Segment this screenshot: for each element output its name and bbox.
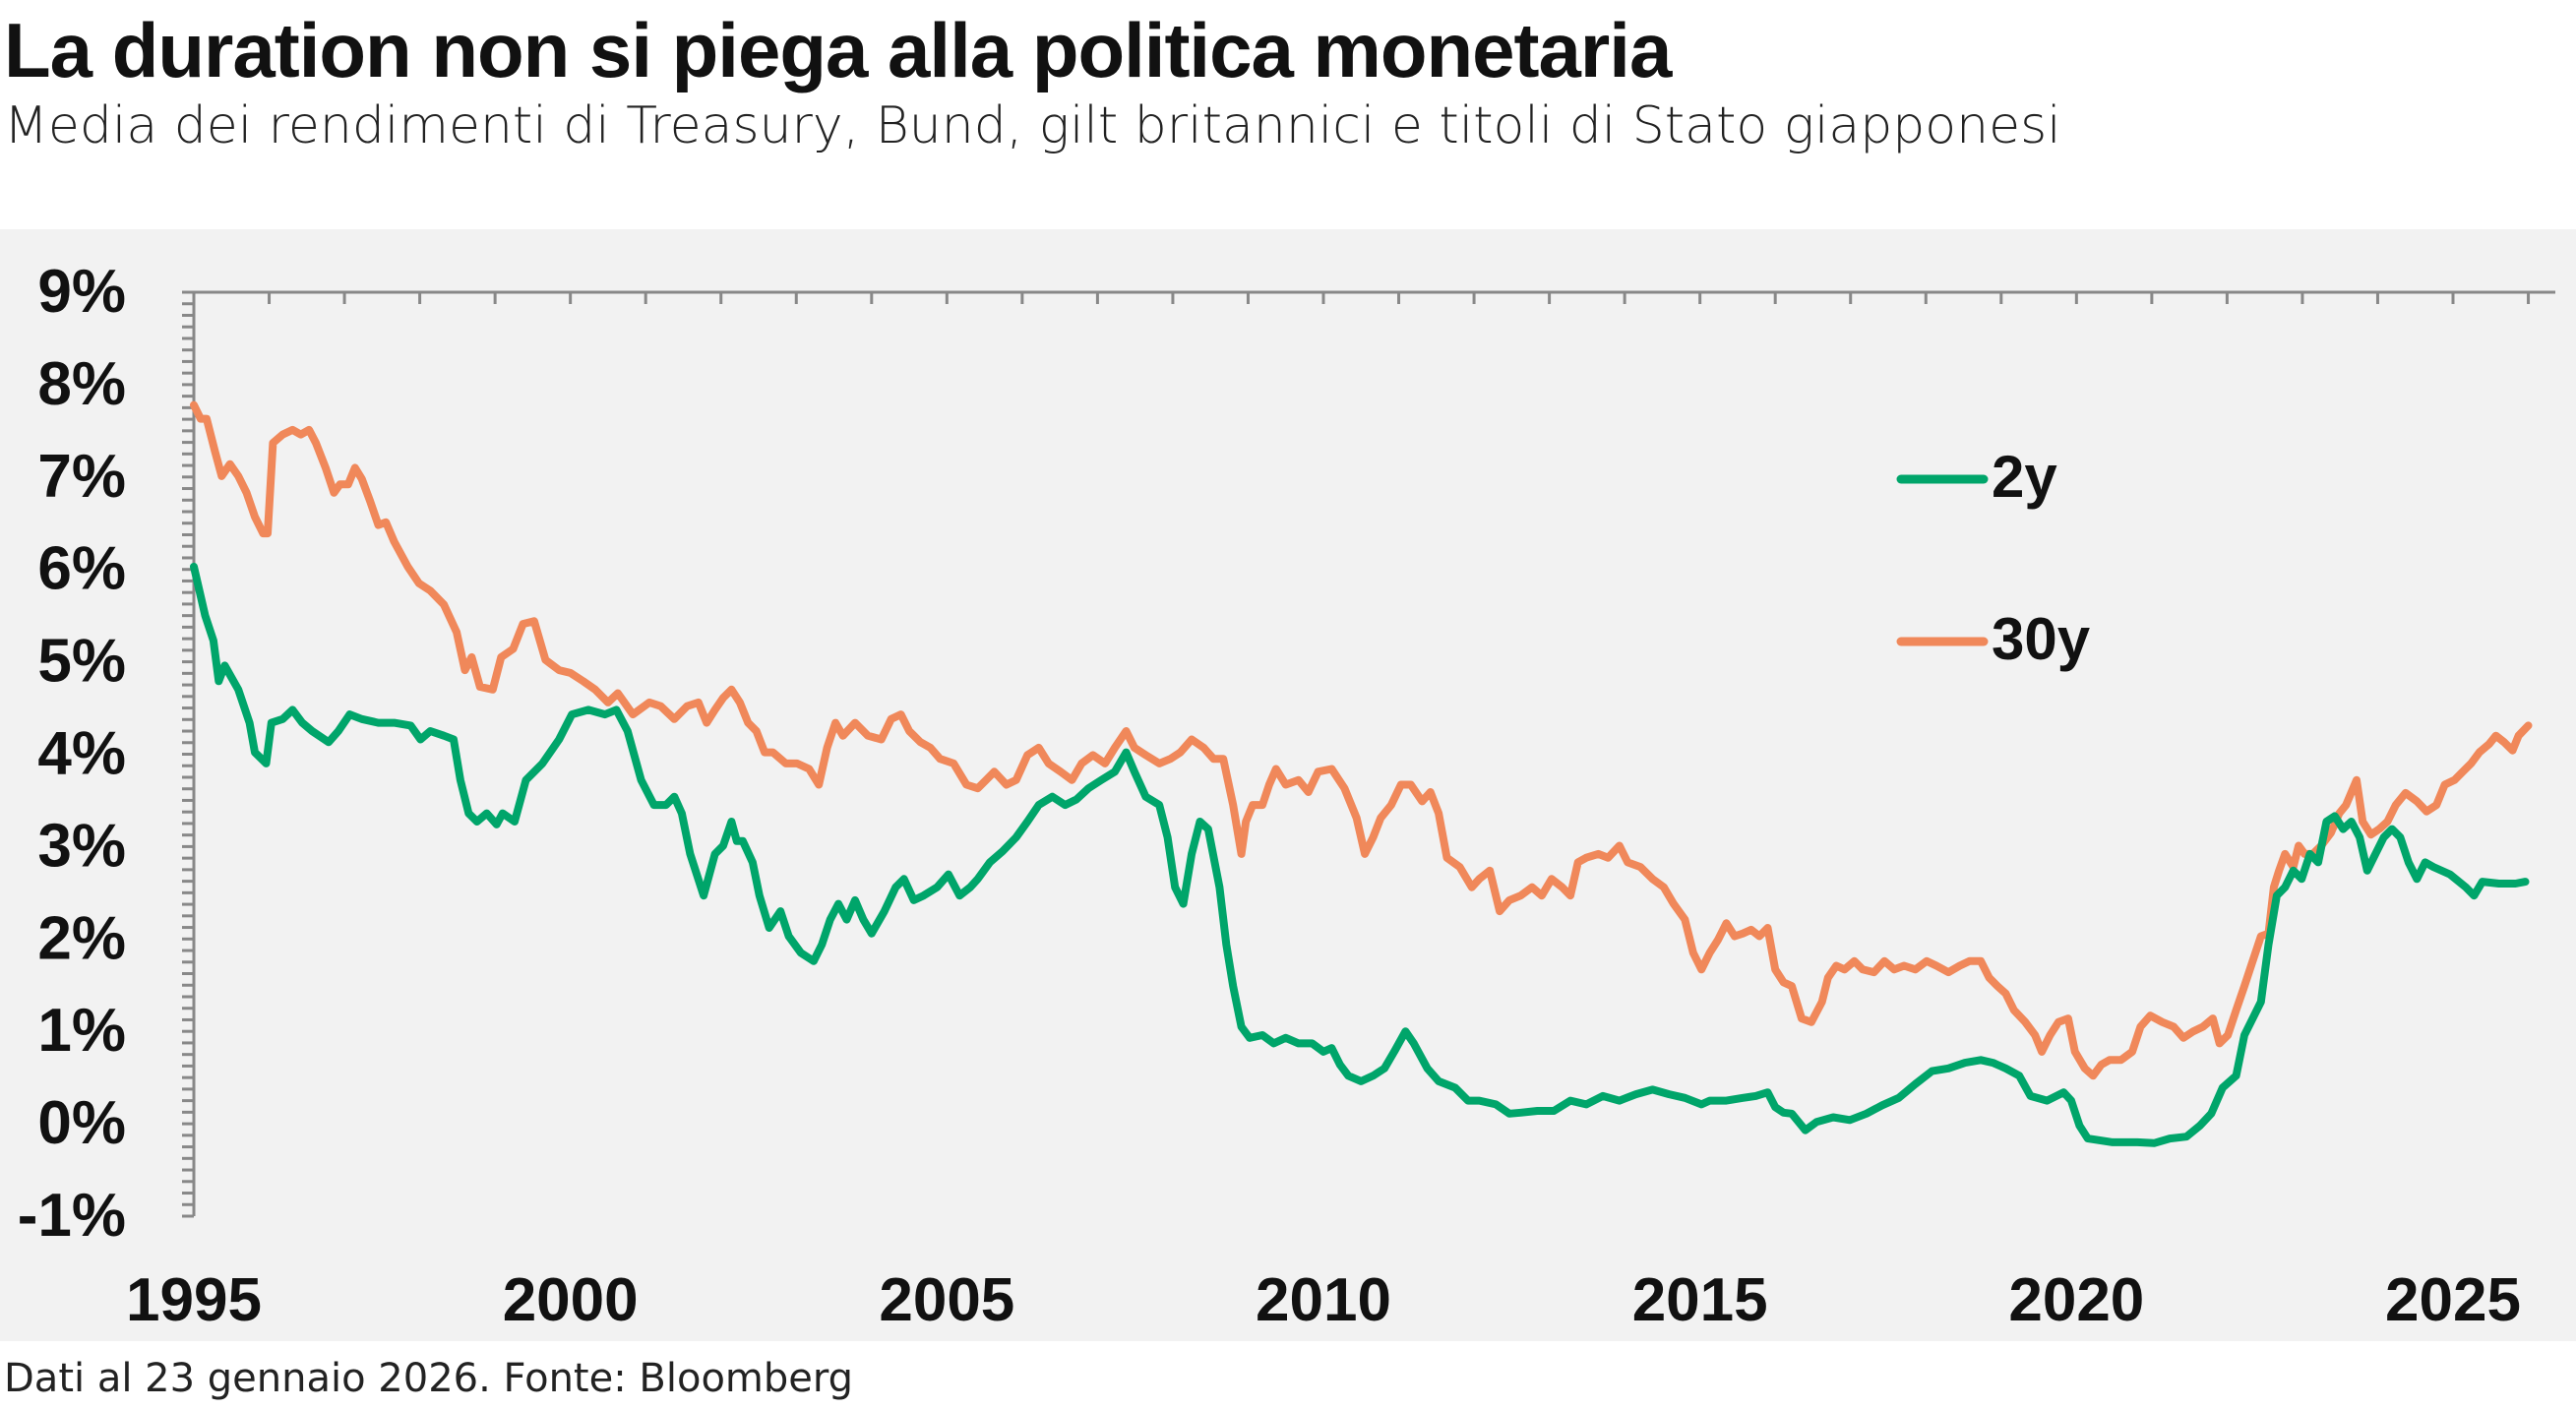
y-tick-label: 6% xyxy=(37,535,126,603)
legend: 2y 30y xyxy=(1896,444,2091,672)
y-tick-label: 9% xyxy=(37,258,126,326)
chart-subtitle: Media dei rendimenti di Treasury, Bund, … xyxy=(4,96,2061,155)
axes xyxy=(182,290,2555,1218)
x-tick-label: 2010 xyxy=(1256,1266,1391,1334)
legend-label-2y: 2y xyxy=(1992,444,2057,510)
chart-title: La duration non si piega alla politica m… xyxy=(4,7,1672,93)
y-tick-label: -1% xyxy=(18,1182,126,1250)
series-lines xyxy=(190,400,2533,1147)
y-tick-label: 7% xyxy=(37,443,126,511)
x-tick-label: 2025 xyxy=(2385,1266,2521,1334)
legend-label-30y: 30y xyxy=(1992,606,2091,672)
x-tick-label: 1995 xyxy=(126,1266,262,1334)
series-line-2y xyxy=(190,562,2530,1147)
y-tick-label: 1% xyxy=(37,997,126,1065)
y-tick-label: 0% xyxy=(37,1089,126,1157)
x-axis-labels: 1995 2000 2005 2010 2015 2020 2025 xyxy=(126,1266,2521,1334)
x-tick-label: 2000 xyxy=(503,1266,639,1334)
y-tick-label: 5% xyxy=(37,628,126,696)
x-tick-label: 2005 xyxy=(879,1266,1014,1334)
y-tick-label: 2% xyxy=(37,904,126,972)
source-note: Dati al 23 gennaio 2026. Fonte: Bloomber… xyxy=(4,1356,854,1401)
series-line-30y xyxy=(190,400,2533,1080)
x-tick-label: 2020 xyxy=(2008,1266,2144,1334)
y-tick-label: 8% xyxy=(37,350,126,418)
y-tick-label: 3% xyxy=(37,812,126,880)
y-axis-labels: 9% 8% 7% 6% 5% 4% 3% 2% 1% 0% -1% xyxy=(18,258,126,1250)
x-tick-label: 2015 xyxy=(1632,1266,1768,1334)
y-tick-label: 4% xyxy=(37,720,126,788)
